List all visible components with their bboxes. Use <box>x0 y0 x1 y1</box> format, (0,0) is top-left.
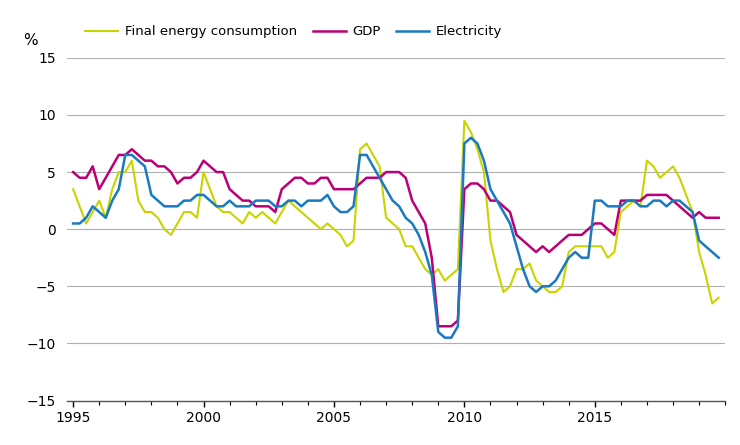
Final energy consumption <box>460 118 469 123</box>
Electricity <box>714 255 723 260</box>
Final energy consumption <box>401 244 410 249</box>
Electricity <box>218 204 227 209</box>
GDP <box>714 215 723 220</box>
Final energy consumption <box>688 210 697 215</box>
GDP <box>675 204 684 209</box>
Electricity <box>440 335 449 340</box>
GDP <box>434 324 443 329</box>
Final energy consumption <box>454 267 462 272</box>
GDP <box>225 186 234 192</box>
Y-axis label: %: % <box>23 32 38 48</box>
Electricity <box>69 221 78 226</box>
Final energy consumption <box>69 186 78 192</box>
GDP <box>199 158 208 163</box>
Line: GDP: GDP <box>73 149 719 326</box>
Electricity <box>466 135 475 141</box>
GDP <box>127 146 136 152</box>
GDP <box>466 181 475 186</box>
Electricity <box>695 238 704 243</box>
GDP <box>69 170 78 175</box>
Final energy consumption <box>218 210 227 215</box>
Electricity <box>192 192 201 198</box>
Final energy consumption <box>192 215 201 220</box>
GDP <box>695 210 704 215</box>
Legend: Final energy consumption, GDP, Electricity: Final energy consumption, GDP, Electrici… <box>80 20 508 44</box>
Final energy consumption <box>714 295 723 300</box>
GDP <box>408 198 417 203</box>
Electricity <box>460 141 469 146</box>
Line: Electricity: Electricity <box>73 138 719 338</box>
Electricity <box>401 215 410 220</box>
Electricity <box>675 198 684 203</box>
Final energy consumption <box>707 301 716 306</box>
Line: Final energy consumption: Final energy consumption <box>73 121 719 303</box>
Final energy consumption <box>669 164 678 169</box>
